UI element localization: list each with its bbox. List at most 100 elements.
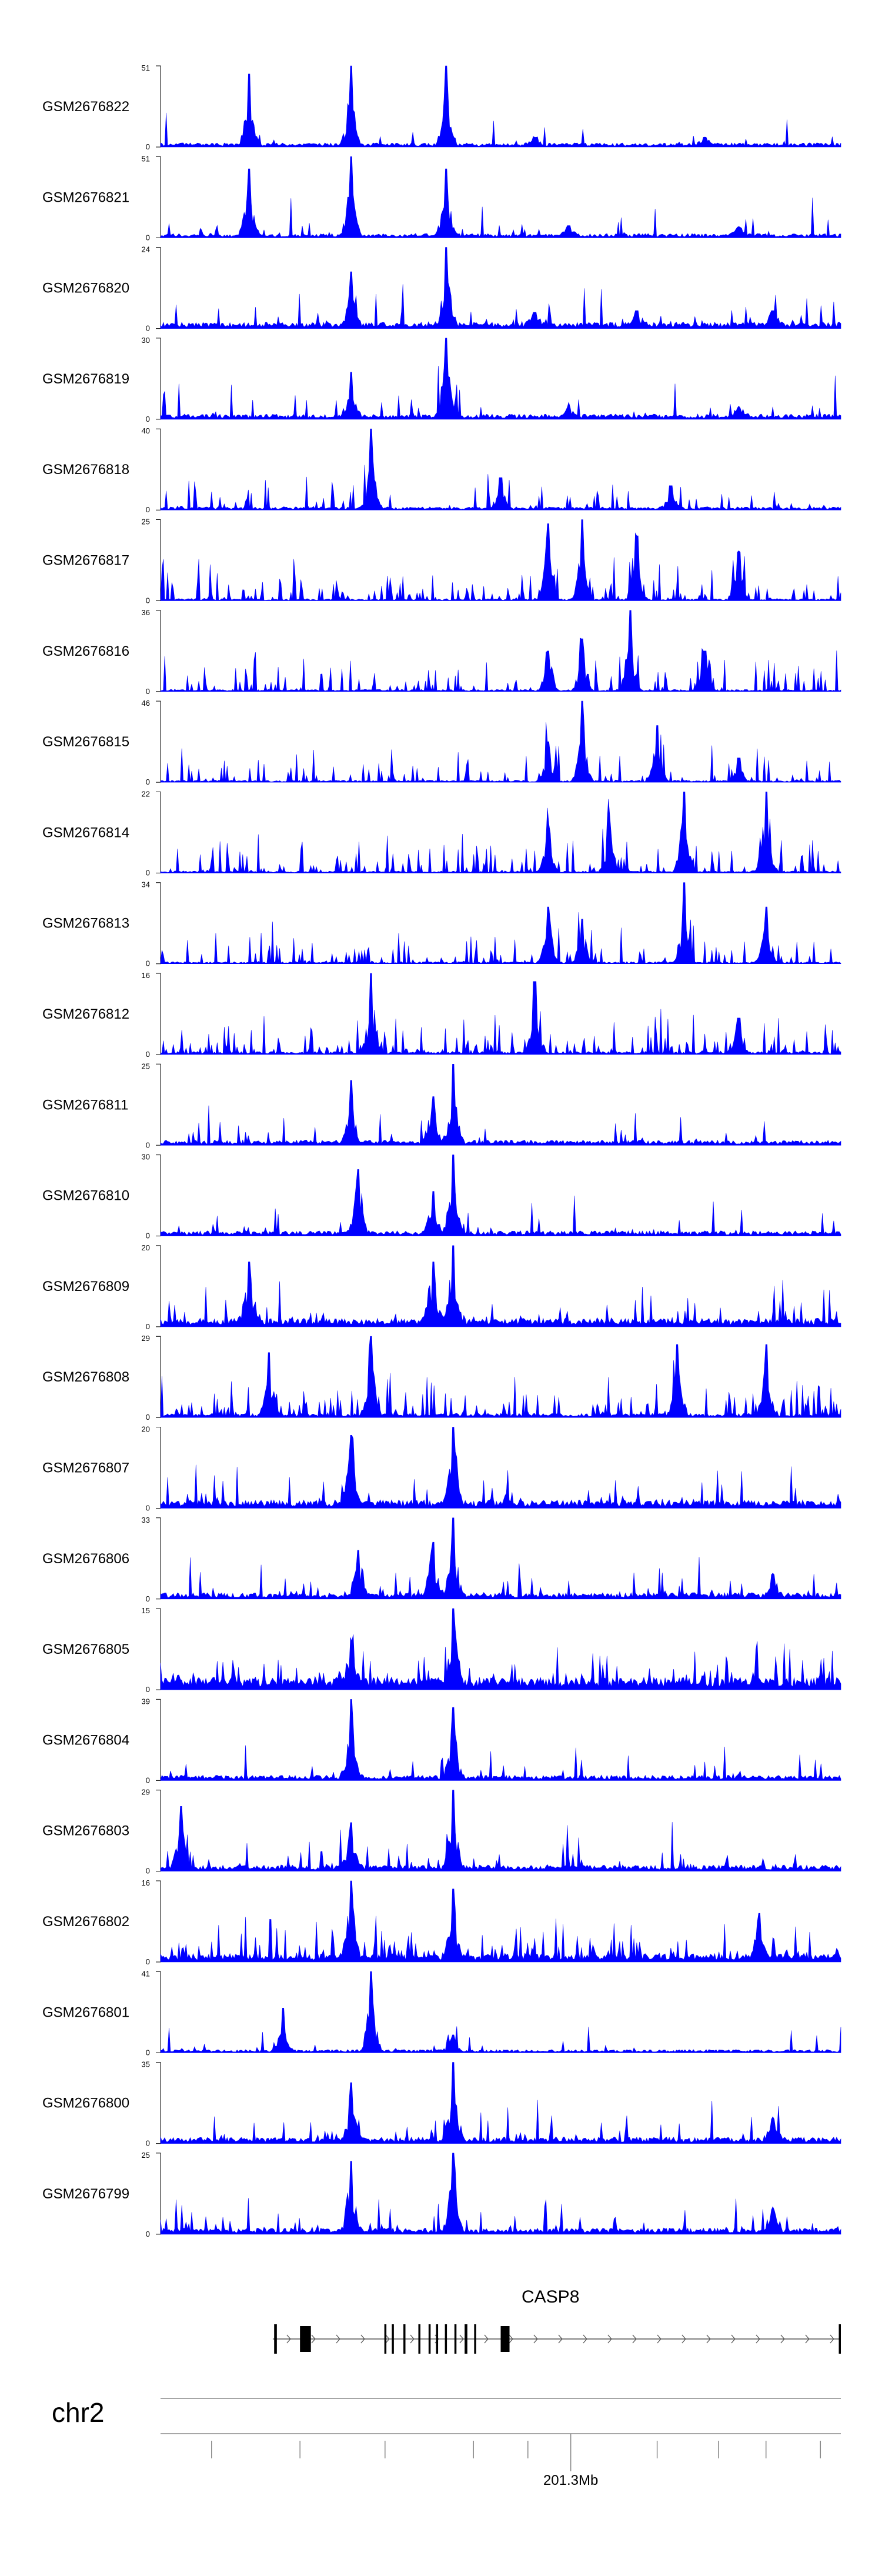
track-label: GSM2676806	[42, 1551, 129, 1567]
track-ymin-label: 0	[146, 2139, 150, 2148]
track-ymin-label: 0	[146, 505, 150, 514]
track-y-axis	[156, 1517, 161, 1600]
track-ymin-label: 0	[146, 1232, 150, 1240]
track-y-axis	[156, 1245, 161, 1327]
exon	[300, 2326, 311, 2352]
track-GSM2676800: GSM2676800 35 0	[42, 2060, 841, 2148]
track-ymin-label: 0	[146, 1504, 150, 1513]
coverage-area	[160, 1064, 841, 1146]
track-ymax-label: 30	[142, 336, 150, 345]
track-y-axis	[156, 247, 161, 329]
track-ymax-label: 15	[142, 1606, 150, 1615]
axis-ticks	[211, 2434, 821, 2471]
track-ymax-label: 25	[142, 1062, 150, 1070]
track-ymin-label: 0	[146, 1776, 150, 1784]
track-y-axis	[156, 1790, 161, 1872]
track-y-axis	[156, 973, 161, 1055]
coverage-area	[160, 1427, 841, 1509]
track-ymin-label: 0	[146, 142, 150, 151]
strand-chevron	[311, 2334, 316, 2344]
track-label: GSM2676802	[42, 1914, 129, 1930]
track-label: GSM2676808	[42, 1369, 129, 1385]
exon	[392, 2324, 394, 2354]
track-ymax-label: 20	[142, 1425, 150, 1434]
track-GSM2676803: GSM2676803 29 0	[42, 1788, 841, 1876]
exon	[474, 2324, 476, 2354]
coverage-area	[160, 338, 841, 420]
track-ymax-label: 51	[142, 154, 150, 163]
track-label: GSM2676815	[42, 734, 129, 750]
exon	[436, 2324, 439, 2354]
coverage-area	[160, 700, 841, 783]
strand-chevron	[286, 2334, 291, 2344]
track-ymax-label: 16	[142, 971, 150, 980]
track-y-axis	[156, 338, 161, 420]
track-ymax-label: 29	[142, 1334, 150, 1343]
track-ymin-label: 0	[146, 1685, 150, 1694]
track-y-axis	[156, 700, 161, 783]
track-GSM2676813: GSM2676813 34 0	[42, 880, 841, 968]
track-y-axis	[156, 1336, 161, 1418]
track-ymax-label: 29	[142, 1788, 150, 1797]
track-y-axis	[156, 2153, 161, 2235]
track-ymax-label: 25	[142, 518, 150, 526]
track-y-axis	[156, 2062, 161, 2144]
track-label: GSM2676805	[42, 1641, 129, 1657]
track-ymin-label: 0	[146, 2230, 150, 2238]
signal-tracks: GSM2676822510GSM2676821510GSM2676820240G…	[42, 64, 841, 2238]
chromosome-label: chr2	[52, 2397, 104, 2428]
track-y-axis	[156, 65, 161, 148]
strand-chevron	[410, 2334, 415, 2344]
track-ymin-label: 0	[146, 687, 150, 696]
strand-chevron	[607, 2334, 612, 2344]
track-label: GSM2676820	[42, 281, 129, 296]
track-GSM2676819: GSM2676819 30 0	[42, 336, 841, 423]
strand-chevron	[731, 2334, 736, 2344]
strand-chevron	[632, 2334, 637, 2344]
track-label: GSM2676819	[42, 371, 129, 387]
track-GSM2676816: GSM2676816 36 0	[42, 608, 841, 696]
track-ymin-label: 0	[146, 415, 150, 423]
track-GSM2676821: GSM2676821 51 0	[42, 154, 841, 242]
genome-axis: chr2 201.3Mb	[52, 2397, 841, 2488]
strand-chevron	[459, 2334, 464, 2344]
exon	[428, 2324, 431, 2354]
track-y-axis	[156, 1427, 161, 1509]
track-GSM2676822: GSM2676822 51 0	[42, 64, 841, 151]
exon	[500, 2326, 510, 2352]
track-GSM2676814: GSM2676814 22 0	[42, 789, 841, 877]
strand-chevron	[830, 2334, 834, 2344]
gene-exons	[274, 2324, 841, 2354]
track-y-axis	[156, 428, 161, 510]
coverage-area	[160, 792, 841, 873]
track-label: GSM2676803	[42, 1823, 129, 1839]
track-GSM2676808: GSM2676808 29 0	[42, 1334, 841, 1422]
strand-chevron	[509, 2334, 513, 2344]
track-ymin-label: 0	[146, 959, 150, 968]
track-ymax-label: 46	[142, 699, 150, 708]
track-y-axis	[156, 1699, 161, 1781]
track-ymax-label: 20	[142, 1243, 150, 1252]
track-label: GSM2676801	[42, 2004, 129, 2020]
track-label: GSM2676799	[42, 2186, 129, 2202]
track-ymax-label: 35	[142, 2060, 150, 2069]
track-ymax-label: 33	[142, 1516, 150, 1524]
track-GSM2676806: GSM2676806 33 0	[42, 1516, 841, 1603]
track-ymax-label: 36	[142, 608, 150, 617]
strand-chevron	[533, 2334, 538, 2344]
coverage-area	[160, 610, 841, 692]
strand-chevron	[681, 2334, 686, 2344]
track-label: GSM2676821	[42, 189, 129, 205]
track-ymin-label: 0	[146, 233, 150, 242]
exon	[418, 2324, 420, 2354]
track-y-axis	[156, 610, 161, 692]
coverage-area	[160, 1336, 841, 1418]
axis-tick-label: 201.3Mb	[543, 2472, 598, 2488]
track-GSM2676815: GSM2676815 46 0	[42, 699, 841, 786]
track-y-axis	[156, 791, 161, 873]
coverage-area	[160, 2153, 841, 2235]
track-ymin-label: 0	[146, 1594, 150, 1603]
exon	[465, 2324, 467, 2354]
coverage-area	[160, 156, 841, 238]
